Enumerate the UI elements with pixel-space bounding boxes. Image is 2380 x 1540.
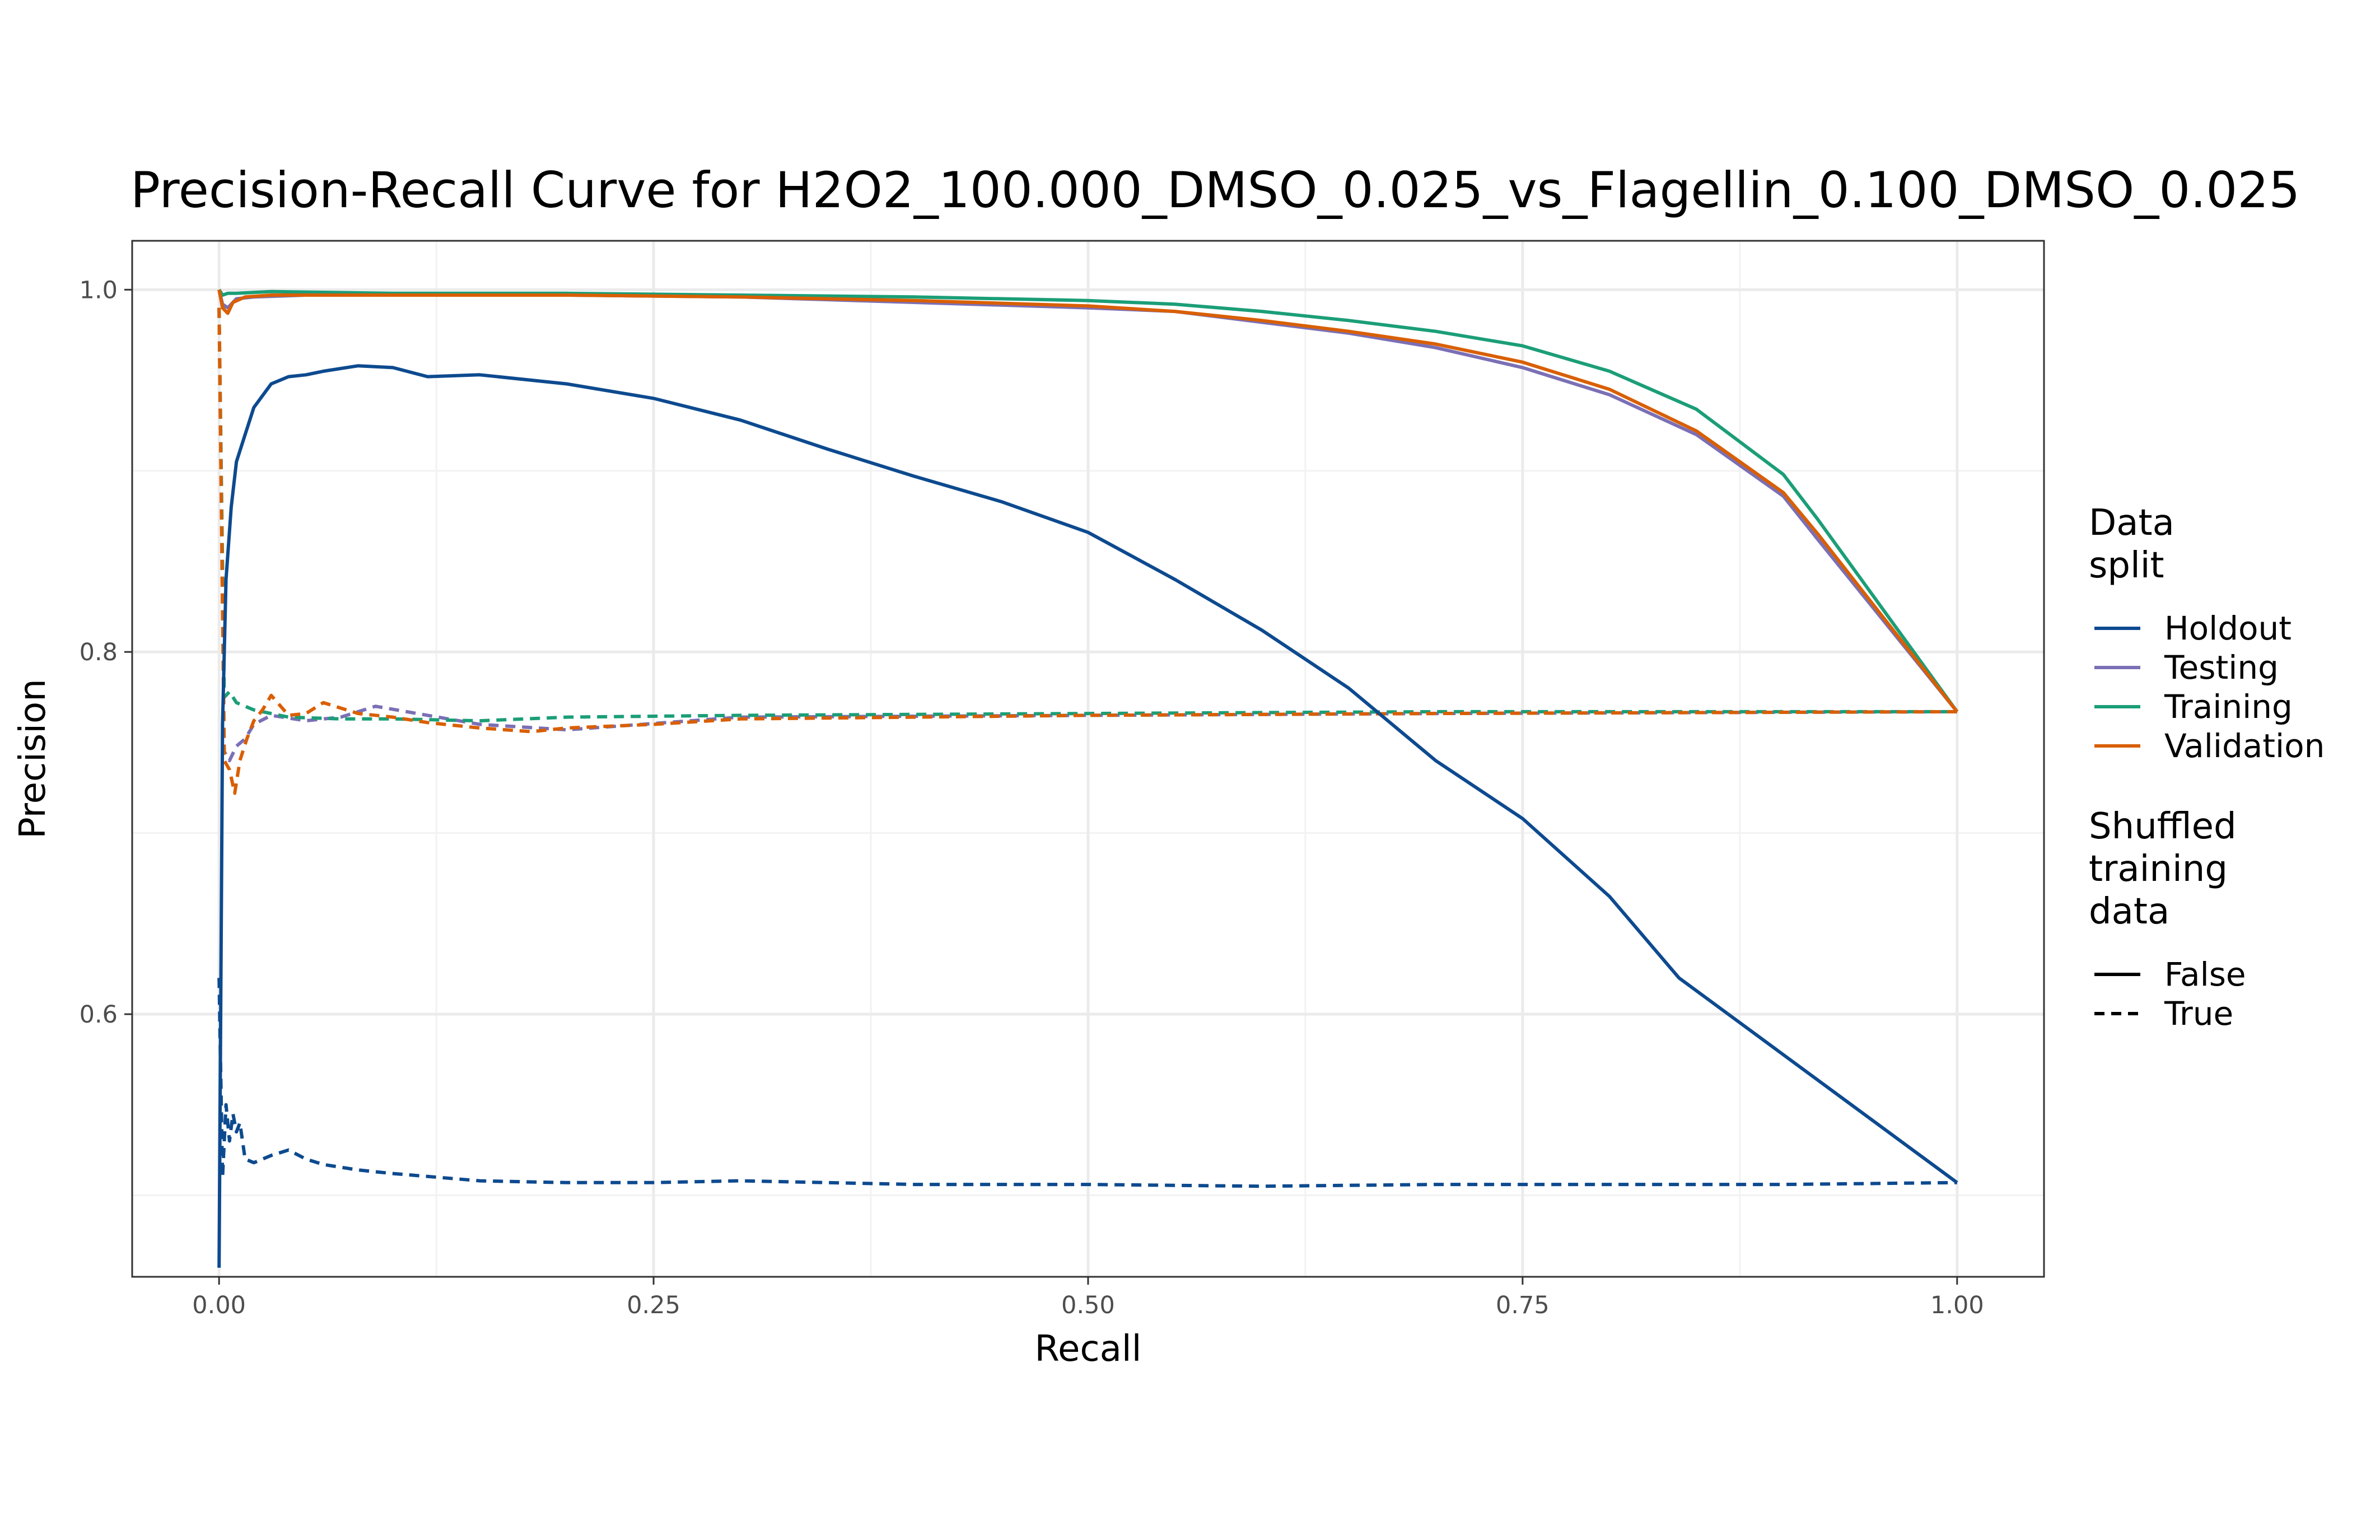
legend-label: Holdout: [2164, 609, 2292, 647]
series-line-validation-shuffled: [217, 307, 1957, 795]
legend-label: True: [2164, 995, 2233, 1033]
legend-label: Training: [2164, 688, 2293, 726]
series-line-validation-actual: [217, 289, 1959, 713]
series-lines: [217, 288, 1959, 1268]
legend-label: Testing: [2164, 648, 2279, 687]
x-tick-label: 0.75: [1496, 1291, 1550, 1319]
legend-title: data: [2089, 891, 2169, 932]
legend-title: Shuffled: [2089, 806, 2237, 847]
y-axis-title: Precision: [12, 679, 54, 839]
legend-title: training: [2089, 848, 2228, 890]
series-line-holdout-actual: [217, 364, 1958, 1268]
y-tick-label: 1.0: [80, 276, 118, 304]
x-tick-label: 0.25: [627, 1291, 680, 1319]
legend: DatasplitHoldoutTestingTrainingValidatio…: [2089, 502, 2325, 1033]
x-tick-label: 1.00: [1930, 1291, 1984, 1319]
series-line-training-shuffled: [217, 307, 1957, 723]
legend-label: False: [2164, 955, 2246, 993]
legend-title: Data: [2089, 502, 2174, 544]
y-tick-label: 0.8: [80, 638, 118, 666]
x-tick-label: 0.50: [1061, 1291, 1115, 1319]
chart-title: Precision-Recall Curve for H2O2_100.000_…: [130, 161, 2300, 219]
x-axis-title: Recall: [1035, 1328, 1142, 1370]
x-tick-label: 0.00: [192, 1291, 246, 1319]
series-line-testing-shuffled: [217, 307, 1957, 763]
legend-title: split: [2089, 545, 2164, 586]
y-tick-label: 0.6: [80, 1001, 118, 1029]
series-line-holdout-shuffled: [217, 978, 1957, 1188]
legend-label: Validation: [2164, 727, 2325, 765]
axis-ticks: 0.00 0.25 0.50 0.75 1.00 0.6 0.8 1.0: [80, 276, 1984, 1319]
series-line-training-actual: [217, 288, 1959, 713]
